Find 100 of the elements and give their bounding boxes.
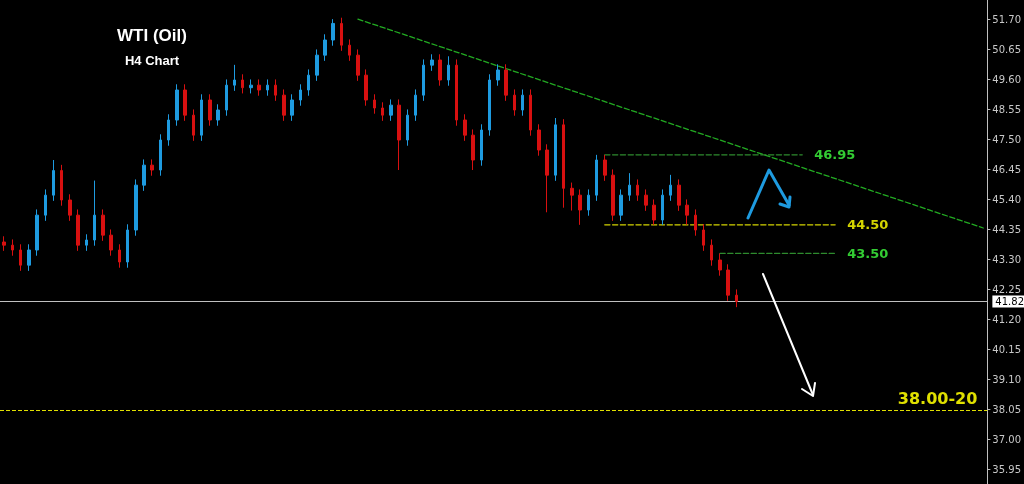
candlestick bbox=[529, 88, 532, 137]
y-tick-label: 48.55 bbox=[992, 103, 1022, 115]
candlestick bbox=[307, 68, 310, 97]
candlestick bbox=[282, 88, 286, 122]
candlestick bbox=[628, 172, 631, 202]
series-label: 46.95 bbox=[814, 147, 856, 163]
text: H4 Chart bbox=[124, 53, 180, 68]
candlestick bbox=[694, 208, 697, 237]
candlestick bbox=[35, 208, 39, 257]
y-tick-label: 39.10 bbox=[992, 373, 1022, 385]
candlestick bbox=[611, 168, 615, 222]
candlestick bbox=[488, 73, 491, 137]
candlestick bbox=[677, 178, 681, 212]
candlestick bbox=[225, 78, 228, 117]
candlestick bbox=[562, 118, 565, 209]
candlestick bbox=[578, 188, 582, 226]
candlestick bbox=[216, 103, 220, 127]
y-tick-label: 37.00 bbox=[992, 433, 1022, 445]
candlestick bbox=[389, 98, 393, 122]
candlestick bbox=[397, 98, 401, 171]
candlestick bbox=[661, 188, 664, 226]
candlestick bbox=[636, 178, 639, 202]
candlestick bbox=[76, 208, 80, 252]
candlestick bbox=[60, 164, 63, 207]
candlestick bbox=[455, 58, 458, 127]
y-tick-label: 46.45 bbox=[992, 163, 1022, 175]
candlestick bbox=[652, 198, 656, 226]
candlestick bbox=[183, 83, 187, 122]
candlestick bbox=[175, 83, 179, 127]
candlestick bbox=[118, 243, 121, 269]
candlestick bbox=[126, 223, 129, 269]
candlestick bbox=[159, 133, 162, 177]
candlestick bbox=[422, 58, 425, 102]
candlestick bbox=[208, 93, 212, 127]
candlestick bbox=[356, 48, 360, 82]
candlestick bbox=[595, 154, 598, 202]
candlestick bbox=[463, 113, 467, 142]
candlestick bbox=[274, 78, 277, 102]
candlestick bbox=[299, 83, 302, 107]
candlestick bbox=[323, 33, 327, 62]
candlestick bbox=[447, 55, 450, 87]
text: WTI (Oil) bbox=[117, 26, 187, 45]
candlestick bbox=[669, 174, 672, 202]
candlestick bbox=[364, 68, 368, 107]
ref-line-label: 38.00-20 bbox=[897, 389, 978, 409]
y-tick-label: 38.05 bbox=[992, 403, 1022, 415]
candlestick bbox=[545, 143, 549, 213]
candlestick bbox=[11, 238, 14, 257]
candlestick bbox=[644, 188, 648, 212]
candlestick bbox=[718, 252, 722, 277]
candlestick bbox=[52, 159, 55, 202]
candlestick bbox=[331, 18, 335, 47]
candlestick bbox=[537, 123, 541, 157]
candlestick bbox=[93, 180, 96, 247]
candlestick bbox=[710, 238, 713, 267]
y-tick-label: 50.65 bbox=[992, 43, 1022, 55]
candlestick bbox=[735, 288, 738, 308]
candlestick bbox=[257, 78, 261, 97]
series-label: 44.50 bbox=[847, 217, 889, 233]
y-tick-label: 42.25 bbox=[992, 283, 1022, 295]
candlestick bbox=[290, 93, 294, 122]
y-tick-label: 45.40 bbox=[992, 193, 1022, 205]
candlestick bbox=[101, 208, 105, 242]
candlestick bbox=[619, 188, 623, 222]
y-tick-label: 41.20 bbox=[992, 313, 1022, 325]
candlestick bbox=[348, 38, 351, 62]
y-tick-label: 44.35 bbox=[992, 223, 1022, 235]
y-tick-label: 49.60 bbox=[992, 73, 1022, 85]
candlestick bbox=[504, 63, 508, 102]
candlestick bbox=[266, 78, 269, 97]
candlestick bbox=[241, 73, 244, 94]
candlestick bbox=[315, 48, 319, 82]
candlestick bbox=[570, 182, 574, 212]
candlestick bbox=[192, 108, 195, 142]
candlestick bbox=[134, 178, 138, 237]
candlestick bbox=[142, 158, 146, 192]
candlestick bbox=[109, 228, 113, 257]
candlestick bbox=[496, 63, 500, 87]
y-tick-label: 35.95 bbox=[992, 463, 1022, 475]
ref-line-label: 41.82 bbox=[995, 295, 1024, 307]
y-tick-label: 43.30 bbox=[992, 253, 1022, 265]
candlestick bbox=[521, 88, 524, 117]
y-tick-label: 40.15 bbox=[992, 343, 1022, 355]
candlestick bbox=[438, 53, 442, 87]
candlestick bbox=[44, 188, 47, 222]
candlestick bbox=[471, 128, 475, 171]
candlestick bbox=[167, 113, 170, 147]
candlestick bbox=[373, 93, 376, 115]
candlestick bbox=[340, 17, 343, 52]
candlestick bbox=[406, 108, 409, 147]
candlestick bbox=[85, 233, 88, 252]
candlestick bbox=[68, 193, 72, 222]
candlestick bbox=[150, 158, 154, 177]
series-label: 43.50 bbox=[847, 245, 889, 261]
y-tick-label: 51.70 bbox=[992, 13, 1022, 25]
candlestick bbox=[200, 93, 203, 142]
y-tick-label: 47.50 bbox=[992, 133, 1022, 145]
candlestick bbox=[480, 123, 483, 167]
candlestick bbox=[249, 78, 253, 94]
candlestick bbox=[702, 223, 705, 252]
